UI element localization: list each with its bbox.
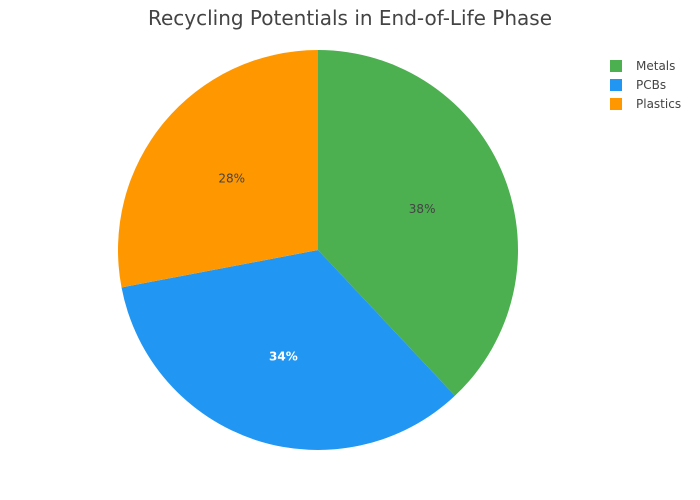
legend-label-plastics: Plastics [636, 96, 682, 111]
legend-item-pcbs[interactable]: PCBs [610, 75, 681, 94]
legend-label-metals: Metals [636, 58, 676, 73]
pie-label-metals: 38% [409, 202, 436, 216]
pie-label-plastics: 28% [218, 172, 245, 186]
pie-slice-plastics[interactable] [117, 50, 318, 288]
pie-slice-labels: 38% 34% 28% [218, 172, 435, 364]
pie-slice-pcbs[interactable] [121, 250, 455, 451]
legend-item-metals[interactable]: Metals [610, 56, 681, 75]
legend-swatch-plastics [610, 97, 622, 110]
pie-slice-metals[interactable] [318, 50, 518, 396]
legend-swatch-pcbs [610, 78, 622, 91]
legend-item-plastics[interactable]: Plastics [610, 94, 681, 113]
pie-slices [117, 50, 518, 451]
legend-swatch-metals [610, 59, 622, 72]
legend: Metals PCBs Plastics [610, 56, 681, 113]
pie-label-pcbs: 34% [269, 350, 298, 364]
legend-label-pcbs: PCBs [636, 77, 667, 92]
chart-title: Recycling Potentials in End-of-Life Phas… [147, 6, 553, 30]
